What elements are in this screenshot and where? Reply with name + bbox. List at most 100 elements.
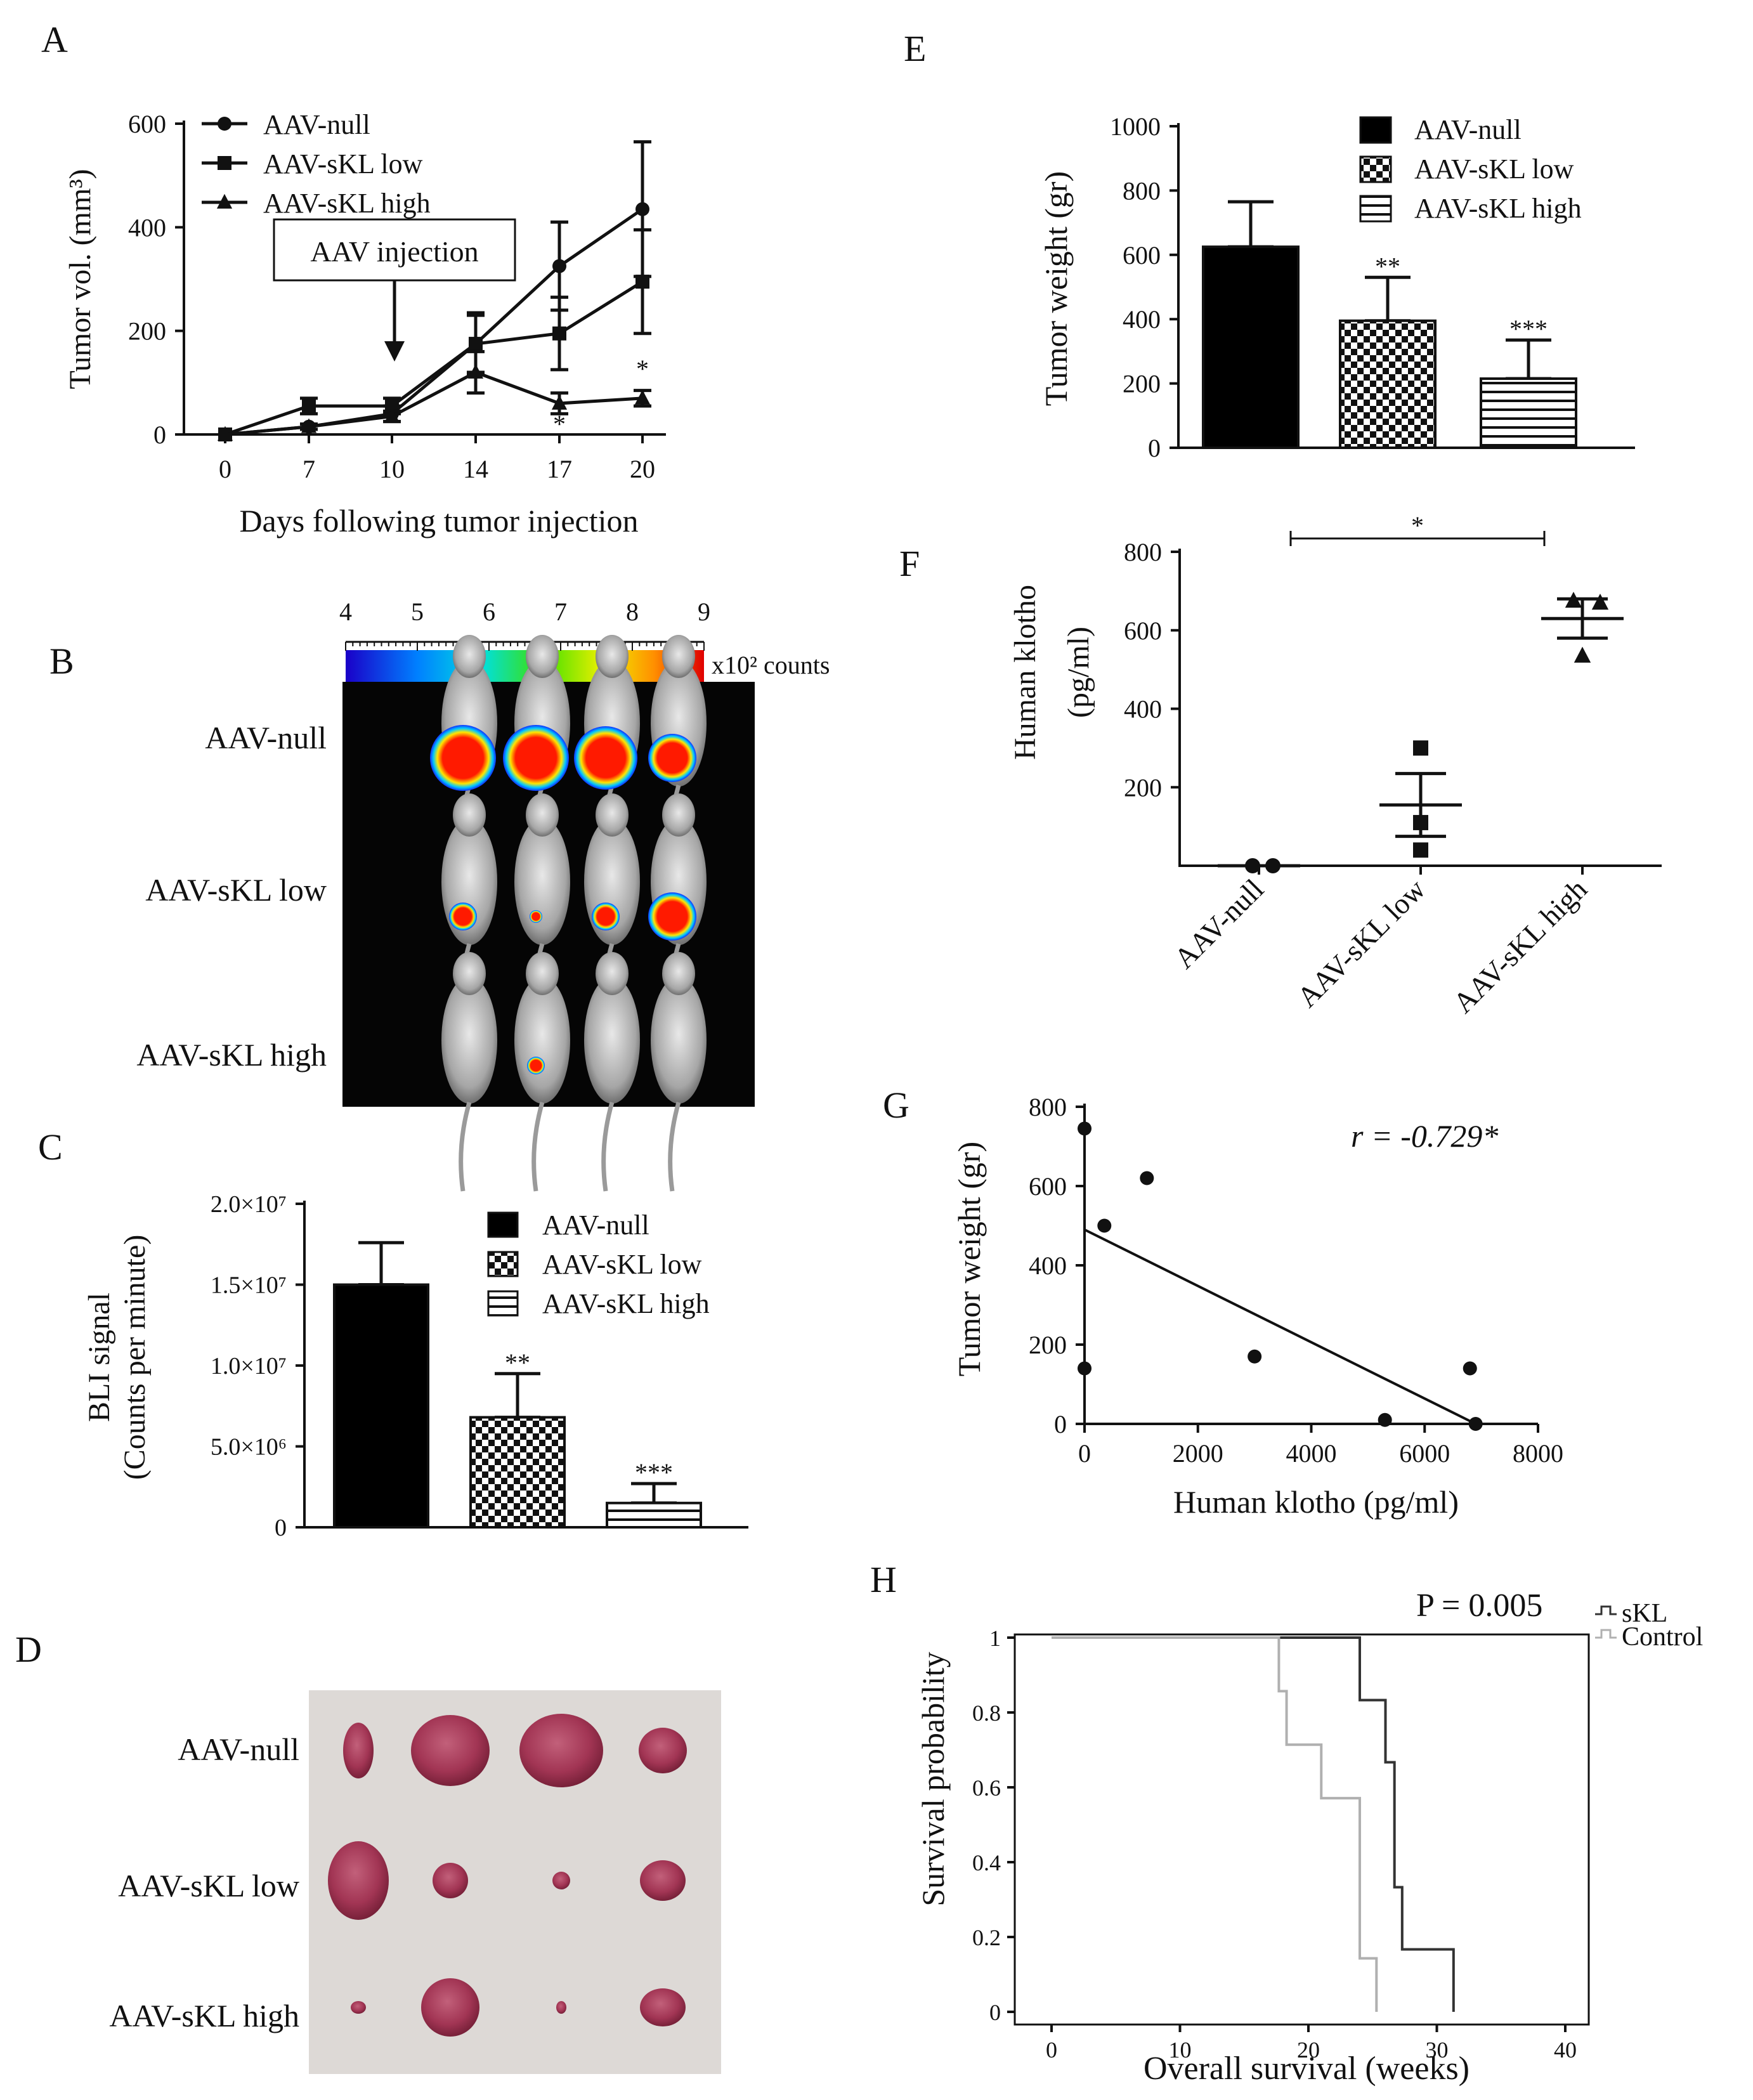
bioluminescence-signal <box>574 726 637 790</box>
plot-frame <box>1013 1633 1590 2026</box>
significance-label: ** <box>1375 252 1400 280</box>
bar <box>1202 245 1300 449</box>
panel-f-ylabel2: (pg/ml) <box>1062 627 1095 718</box>
panel-g-correlation: r = -0.729* <box>1351 1118 1498 1154</box>
panel-h: H Survival probability 00.20.40.60.810 10… <box>870 1559 1703 2087</box>
y-tick-label: 200 <box>128 317 166 346</box>
bioluminescence-signal <box>430 725 496 791</box>
colorbar-tick-label: 7 <box>554 597 567 626</box>
legend-label: AAV-sKL high <box>1414 193 1582 224</box>
panel-a-xlabel: Days following tumor injection <box>239 503 638 538</box>
bar <box>469 1416 566 1529</box>
y-tick-label: 1 <box>989 1626 1001 1651</box>
regression-line <box>1084 1228 1476 1425</box>
y-tick-label: 5.0×10⁶ <box>211 1434 287 1461</box>
mouse-head <box>453 952 486 995</box>
y-tick-label: 600 <box>128 110 166 138</box>
y-tick-label: 400 <box>1124 695 1162 724</box>
y-tick-label: 0.8 <box>972 1700 1001 1726</box>
mouse-body <box>514 818 570 945</box>
colorbar-tick-label: 5 <box>411 597 424 626</box>
panel-label-g: G <box>883 1085 909 1126</box>
panel-f-ylabel: Human klotho <box>1008 585 1042 760</box>
annotation-box <box>273 218 516 282</box>
panel-c-ylabel: BLI signal <box>82 1293 116 1422</box>
panel-d-tumors <box>328 1714 687 2037</box>
panel-e: E Tumor weight (gr) 02004006008001000***… <box>904 28 1635 462</box>
x-tick-label: AAV-null <box>1168 873 1270 975</box>
bioluminescence-signal <box>648 734 696 782</box>
y-tick-label: 0 <box>989 2000 1001 2025</box>
y-tick-label: 800 <box>1124 538 1162 566</box>
bar <box>1480 377 1577 449</box>
mouse-head <box>596 635 629 678</box>
panel-e-legend: AAV-null AAV-sKL low AAV-sKL high <box>1359 114 1582 224</box>
legend-swatch <box>1595 1605 1617 1615</box>
tumor <box>519 1714 603 1787</box>
y-tick-label: 600 <box>1124 616 1162 645</box>
panel-d-row-label: AAV-sKL low <box>118 1868 299 1903</box>
colorbar-tick-label: 4 <box>339 597 352 626</box>
bioluminescence-signal <box>530 910 542 923</box>
legend-label: AAV-sKL high <box>542 1288 710 1319</box>
y-tick-label: 600 <box>1123 241 1161 270</box>
y-tick-label: 200 <box>1029 1331 1067 1359</box>
tumor <box>411 1715 490 1786</box>
mouse-head <box>596 793 629 837</box>
data-point <box>469 337 483 351</box>
data-point <box>1413 842 1428 858</box>
panel-c-ylabel2: (Counts per minute) <box>118 1235 152 1480</box>
x-tick-label: 10 <box>1169 2037 1192 2063</box>
tumor <box>640 1988 686 2026</box>
y-tick-label: 400 <box>1123 305 1161 334</box>
x-tick-label: 10 <box>379 455 405 483</box>
panel-label-e: E <box>904 28 926 69</box>
panel-label-a: A <box>41 19 68 60</box>
legend-label: AAV-sKL high <box>263 188 431 219</box>
significance-label: * <box>553 410 566 438</box>
x-tick-label: AAV-sKL high <box>1447 873 1593 1019</box>
mouse-head <box>526 793 559 837</box>
panel-a-axes: 0 200 400 600 0 7 10 14 17 20 <box>128 110 666 483</box>
x-tick-label: 7 <box>303 455 315 483</box>
panel-h-ylabel: Survival probability <box>915 1652 951 1906</box>
mouse-tail <box>531 1102 545 1192</box>
legend-marker <box>218 156 231 170</box>
data-point <box>1248 1349 1262 1364</box>
mouse-head <box>662 793 695 837</box>
panel-a-series: ** <box>217 140 651 441</box>
series-line <box>225 370 643 436</box>
bioluminescence-signal <box>592 903 620 930</box>
x-tick-label: 20 <box>1297 2037 1320 2063</box>
significance-label: ** <box>505 1348 530 1377</box>
series-line <box>225 280 644 436</box>
tumor <box>328 1841 389 1920</box>
bioluminescence-signal <box>449 903 477 930</box>
injection-arrow-head <box>384 341 405 362</box>
data-point <box>1574 646 1591 663</box>
legend-swatch <box>487 1211 519 1238</box>
tumor <box>639 1728 687 1773</box>
panel-b: B x10² counts 4 5 6 7 8 9 AAV-null AAV-sKL lo… <box>49 597 830 1192</box>
mouse-body <box>651 977 707 1104</box>
significance-label: *** <box>1509 315 1548 343</box>
data-point <box>635 275 649 289</box>
panel-label-b: B <box>49 641 74 682</box>
legend-label: AAV-sKL low <box>1414 153 1574 185</box>
legend-label: AAV-null <box>1414 114 1522 145</box>
panel-c-legend: AAV-null AAV-sKL low AAV-sKL high <box>487 1210 710 1319</box>
significance-label: * <box>1411 511 1424 540</box>
data-point <box>635 202 649 216</box>
tumor <box>343 1723 374 1778</box>
legend-swatch <box>1595 1629 1617 1639</box>
legend-swatch <box>1359 195 1392 223</box>
y-tick-label: 0.2 <box>972 1925 1001 1950</box>
mouse-head <box>453 793 486 837</box>
data-point <box>385 399 399 414</box>
bar <box>1339 319 1437 449</box>
